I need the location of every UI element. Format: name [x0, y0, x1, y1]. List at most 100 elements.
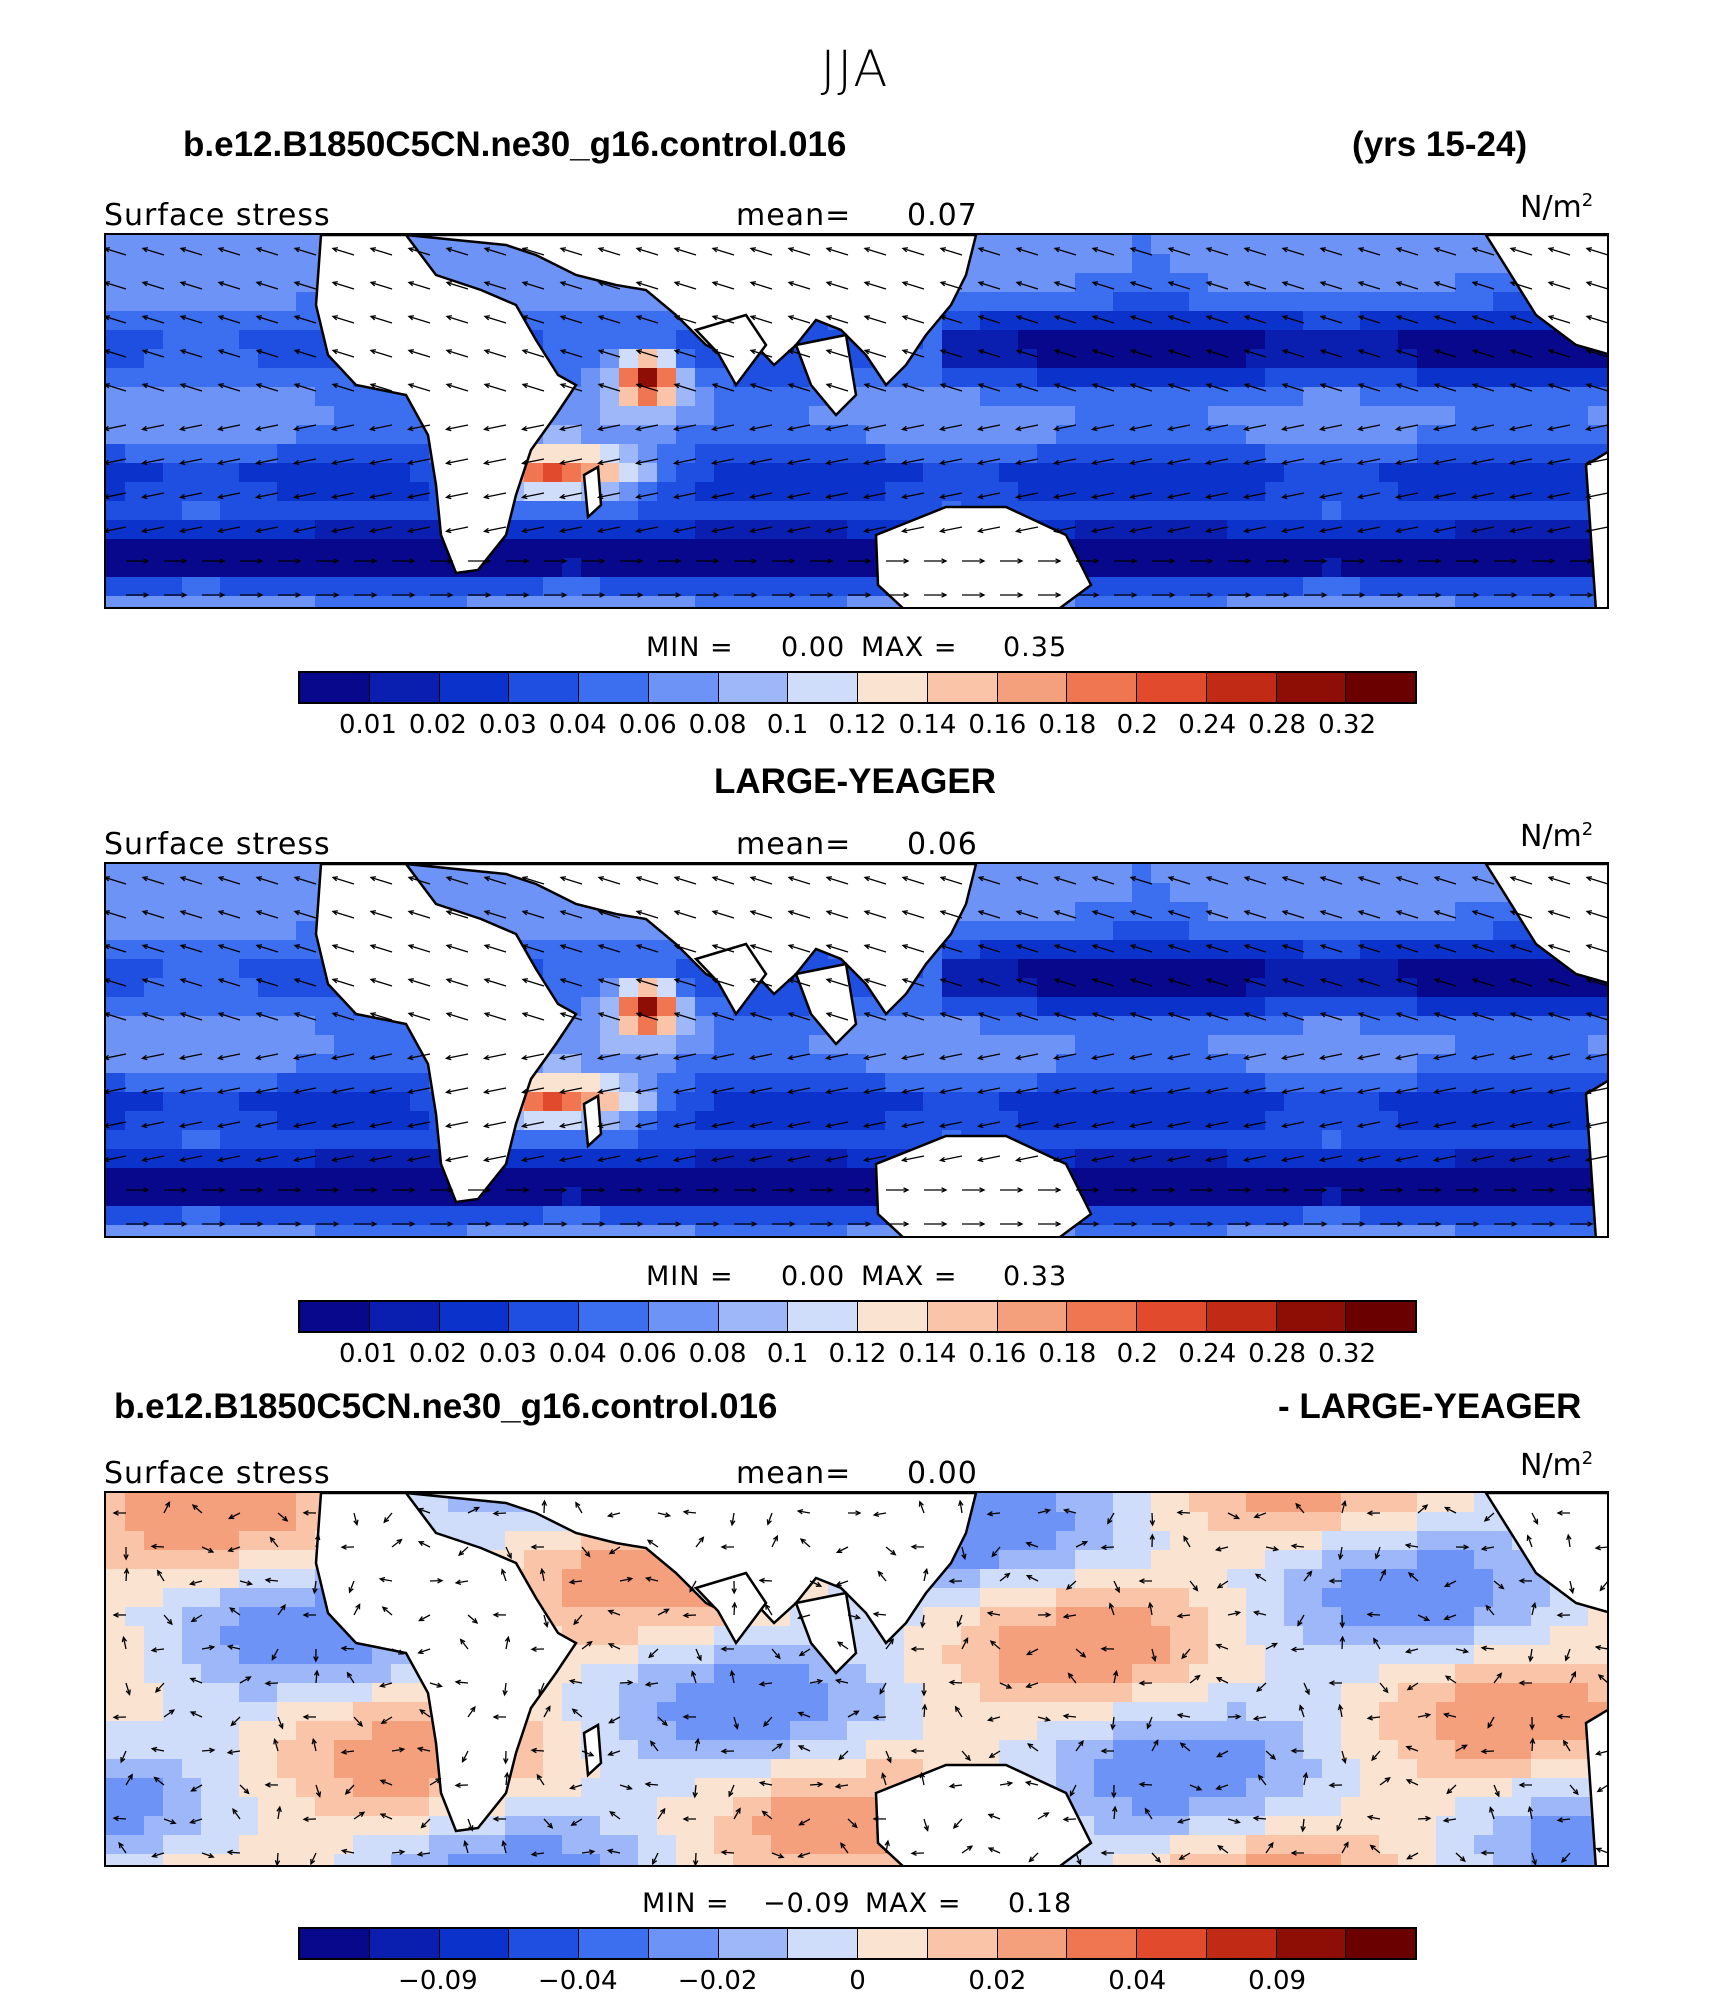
contour-cell	[1284, 1111, 1304, 1131]
stress-vector-head	[445, 910, 453, 916]
contour-cell	[524, 1225, 544, 1236]
contour-cell	[391, 1168, 411, 1188]
contour-cell	[961, 463, 981, 483]
stress-vector	[712, 458, 735, 465]
stress-vector-head	[445, 315, 453, 321]
contour-cell	[144, 1073, 164, 1093]
land-outline	[1484, 235, 1607, 356]
contour-cell	[1075, 368, 1095, 388]
contour-cell	[391, 482, 411, 502]
contour-cell	[1322, 558, 1342, 578]
contour-cell	[182, 1111, 202, 1131]
contour-cell	[1436, 463, 1456, 483]
contour-cell	[942, 1016, 962, 1036]
contour-cell	[1056, 311, 1076, 331]
contour-cell	[1018, 292, 1038, 312]
contour-cell	[1531, 596, 1551, 607]
contour-cell	[372, 501, 392, 521]
stress-vector	[940, 978, 963, 987]
stress-vector-head	[634, 1122, 642, 1129]
contour-cell	[1436, 330, 1456, 350]
stress-vector-head	[292, 1122, 300, 1129]
stress-vector-head	[254, 1156, 262, 1163]
contour-cell	[1265, 883, 1285, 903]
stress-vector-head	[710, 493, 718, 500]
contour-cell	[505, 577, 525, 597]
contour-cell	[315, 1073, 335, 1093]
stress-vector-head	[521, 349, 529, 355]
stress-vector-head	[333, 1187, 340, 1193]
stress-vector	[1244, 526, 1267, 533]
stress-vector-head	[787, 910, 795, 916]
contour-cell	[999, 902, 1019, 922]
stress-vector-head	[749, 383, 757, 389]
stress-vector-head	[1242, 1122, 1250, 1129]
contour-cell	[1132, 349, 1152, 369]
contour-cell	[1132, 330, 1152, 350]
stress-vector	[370, 1053, 393, 1060]
contour-cell	[1265, 558, 1285, 578]
contour-cell	[1056, 978, 1076, 998]
contour-cell	[1246, 997, 1266, 1017]
stress-vector-head	[1394, 527, 1402, 534]
stress-vector	[1434, 281, 1457, 290]
stress-vector	[1586, 281, 1607, 290]
stress-vector	[294, 526, 317, 533]
contour-cell	[1170, 1168, 1190, 1188]
stress-vector	[864, 1087, 887, 1094]
contour-cell	[1018, 330, 1038, 350]
contour-cell	[1398, 349, 1418, 369]
contour-cell	[923, 997, 943, 1017]
contour-cell	[714, 387, 734, 407]
contour-cell	[657, 425, 677, 445]
contour-cell	[258, 254, 278, 274]
stress-vector	[788, 349, 811, 358]
contour-cell	[581, 1168, 601, 1188]
stress-vector-head	[825, 383, 833, 389]
contour-cell	[1246, 1168, 1266, 1188]
stress-vector-head	[331, 281, 339, 287]
contour-cell	[1284, 1054, 1304, 1074]
contour-cell	[410, 482, 430, 502]
stress-vector	[142, 1087, 165, 1094]
stress-vector-head	[255, 978, 263, 984]
contour-cell	[125, 1111, 145, 1131]
stress-vector	[370, 383, 393, 392]
contour-cell	[1360, 1111, 1380, 1131]
stress-vector-head	[903, 592, 910, 598]
contour-cell	[353, 1225, 373, 1236]
contour-cell	[1284, 921, 1304, 941]
colorbar-swatch	[1206, 673, 1277, 702]
contour-cell	[296, 1092, 316, 1112]
contour-cell	[619, 1149, 639, 1169]
stress-vector	[1054, 944, 1077, 953]
contour-cell	[182, 254, 202, 274]
contour-cell	[1246, 940, 1266, 960]
contour-cell	[1265, 254, 1285, 274]
stress-vector-head	[1546, 1054, 1554, 1061]
contour-cell	[543, 1073, 563, 1093]
stress-vector	[332, 1121, 355, 1128]
contour-cell	[1493, 577, 1513, 597]
contour-cell	[562, 1073, 582, 1093]
contour-cell	[182, 1206, 202, 1226]
contour-cell	[1531, 959, 1551, 979]
stress-vector	[522, 876, 545, 885]
stress-vector	[1586, 492, 1607, 499]
contour-cell	[752, 558, 772, 578]
contour-cell	[1227, 292, 1247, 312]
stress-vector	[978, 944, 1001, 953]
contour-cell	[1322, 1206, 1342, 1226]
contour-cell	[676, 501, 696, 521]
contour-cell	[182, 292, 202, 312]
stress-vector-head	[597, 978, 605, 984]
stress-vector-head	[444, 527, 452, 534]
contour-cell	[1474, 368, 1494, 388]
contour-cell	[1379, 1149, 1399, 1169]
stress-vector-head	[369, 315, 377, 321]
stress-vector-head	[106, 910, 111, 916]
stress-vector-head	[1205, 247, 1213, 253]
contour-cell	[258, 1054, 278, 1074]
contour-cell	[1018, 1092, 1038, 1112]
stress-vector-head	[597, 910, 605, 916]
